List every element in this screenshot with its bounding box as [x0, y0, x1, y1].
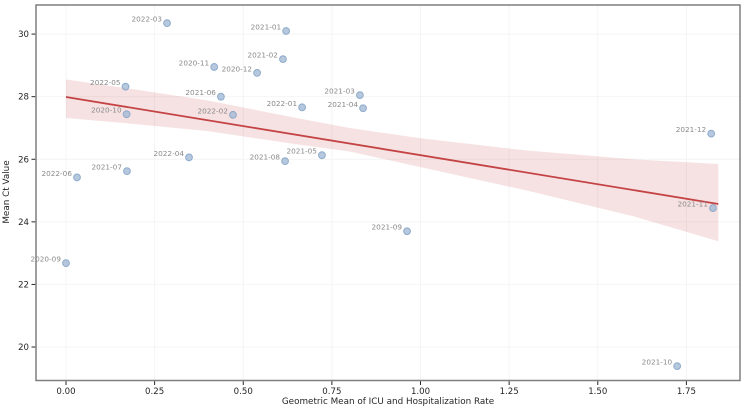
- y-tick-label-26: 26: [18, 155, 29, 165]
- y-axis-title: Mean Ct Value: [2, 160, 12, 224]
- plot-area: [36, 5, 740, 381]
- data-point-2020-10: [122, 110, 131, 119]
- x-tick-label-0.75: 0.75: [322, 387, 341, 397]
- point-label-2022-01: 2022-01: [267, 99, 298, 108]
- y-tick-label-22: 22: [18, 280, 29, 290]
- point-label-2020-11: 2020-11: [179, 58, 210, 67]
- point-label-2021-11: 2021-11: [677, 200, 708, 209]
- data-point-2021-08: [281, 157, 289, 166]
- point-label-2021-06: 2021-06: [185, 88, 216, 97]
- data-point-2022-06: [73, 173, 81, 182]
- data-point-2021-07: [123, 167, 131, 176]
- x-tick-label-0.50: 0.50: [234, 387, 253, 397]
- point-label-2022-06: 2022-06: [41, 169, 72, 178]
- x-tick-label-1.75: 1.75: [677, 387, 696, 397]
- point-label-2022-02: 2022-02: [197, 106, 228, 115]
- y-tick-label-20: 20: [18, 343, 29, 353]
- point-label-2020-09: 2020-09: [30, 255, 61, 264]
- x-tick-label-0.25: 0.25: [145, 387, 164, 397]
- data-point-2022-03: [163, 19, 171, 28]
- point-label-2021-02: 2021-02: [247, 51, 278, 60]
- point-label-2020-12: 2020-12: [222, 64, 253, 73]
- point-label-2021-01: 2021-01: [251, 22, 282, 31]
- data-point-2022-01: [298, 103, 307, 112]
- x-tick-label-1.50: 1.50: [588, 387, 607, 397]
- x-tick-label-1.00: 1.00: [411, 387, 430, 397]
- y-tick-label-28: 28: [18, 93, 29, 103]
- point-label-2021-05: 2021-05: [286, 147, 317, 156]
- data-point-2021-12: [707, 129, 716, 138]
- data-point-2021-11: [709, 204, 717, 212]
- x-tick-label-1.25: 1.25: [500, 387, 519, 397]
- confidence-band: [65, 79, 719, 242]
- point-label-2021-04: 2021-04: [328, 100, 359, 109]
- point-label-2022-04: 2022-04: [154, 149, 185, 158]
- data-point-2021-04: [359, 104, 367, 113]
- data-point-2021-02: [279, 55, 287, 64]
- point-label-2021-10: 2021-10: [642, 358, 673, 367]
- y-tick-label-30: 30: [18, 30, 29, 40]
- data-point-2021-10: [673, 362, 682, 371]
- point-label-2021-08: 2021-08: [250, 153, 281, 162]
- point-label-2021-12: 2021-12: [676, 125, 707, 134]
- data-point-2021-01: [282, 27, 291, 35]
- point-label-2020-10: 2020-10: [91, 106, 122, 115]
- data-point-2022-04: [185, 153, 193, 162]
- point-label-2022-05: 2022-05: [90, 78, 121, 87]
- point-label-2021-09: 2021-09: [372, 223, 403, 232]
- data-point-2020-12: [253, 69, 261, 77]
- point-label-2022-03: 2022-03: [132, 15, 163, 24]
- x-axis-title: Geometric Mean of ICU and Hospitalizatio…: [281, 397, 495, 407]
- data-point-2022-02: [229, 110, 237, 119]
- axes-spines: [35, 4, 741, 382]
- data-point-2021-03: [355, 91, 364, 100]
- data-point-2022-05: [121, 82, 130, 91]
- data-point-2021-06: [217, 92, 225, 101]
- data-point-2020-11: [210, 63, 219, 71]
- data-point-2021-05: [318, 151, 326, 160]
- point-label-2021-07: 2021-07: [91, 163, 122, 172]
- data-point-2020-09: [62, 259, 70, 268]
- regression-line: [65, 96, 719, 205]
- x-tick-label-0.00: 0.00: [56, 387, 75, 397]
- y-tick-label-24: 24: [18, 218, 29, 228]
- data-point-2021-09: [403, 227, 411, 236]
- point-label-2021-03: 2021-03: [324, 87, 355, 96]
